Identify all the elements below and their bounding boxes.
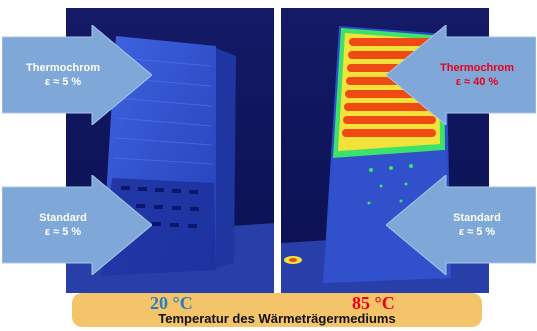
arrow-emissivity: ε ≈ 5 %: [44, 76, 82, 88]
arrow-emissivity: ε ≈ 40 %: [455, 76, 499, 88]
arrow-label: Standard: [453, 212, 501, 224]
temperature-bar: 20 °C 85 °C Temperatur des Wärmeträgerme…: [72, 293, 482, 327]
temperature-left: 20 °C: [150, 293, 193, 313]
arrow-standard-right: Standard ε ≈ 5 %: [386, 175, 536, 275]
temperature-right: 85 °C: [352, 293, 395, 313]
arrow-thermochrom-right: Thermochrom ε ≈ 40 %: [386, 25, 536, 125]
caption: Temperatur des Wärmeträgermediums: [158, 311, 396, 326]
arrow-standard-left: Standard ε ≈ 5 %: [2, 175, 152, 275]
arrow-label: Thermochrom: [440, 62, 514, 74]
arrow-emissivity: ε ≈ 5 %: [44, 226, 82, 238]
arrow-emissivity: ε ≈ 5 %: [458, 226, 496, 238]
arrow-thermochrom-left: Thermochrom ε ≈ 5 %: [2, 25, 152, 125]
arrow-label: Thermochrom: [26, 62, 100, 74]
arrow-label: Standard: [39, 212, 87, 224]
